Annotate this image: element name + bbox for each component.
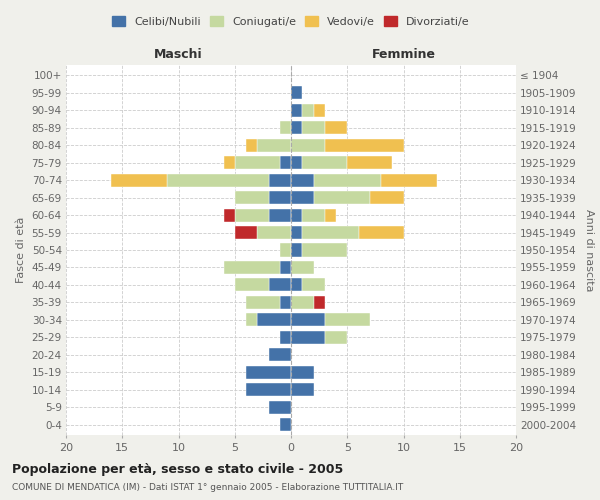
Bar	[291, 138, 325, 152]
Bar	[246, 296, 280, 309]
Bar	[291, 330, 325, 344]
Bar	[223, 156, 235, 170]
Bar	[167, 174, 269, 186]
Bar	[291, 261, 314, 274]
Bar	[269, 348, 291, 362]
Bar	[269, 174, 291, 186]
Bar	[280, 261, 291, 274]
Bar	[269, 400, 291, 413]
Bar	[280, 156, 291, 170]
Bar	[269, 278, 291, 291]
Bar	[325, 330, 347, 344]
Bar	[291, 122, 302, 134]
Bar	[280, 296, 291, 309]
Bar	[325, 138, 404, 152]
Bar	[291, 226, 302, 239]
Bar	[291, 191, 314, 204]
Bar	[269, 208, 291, 222]
Bar	[291, 314, 325, 326]
Bar	[291, 366, 314, 378]
Bar	[280, 418, 291, 431]
Bar	[381, 174, 437, 186]
Bar	[302, 104, 314, 117]
Bar	[291, 208, 302, 222]
Bar	[269, 191, 291, 204]
Bar	[291, 156, 302, 170]
Bar	[235, 226, 257, 239]
Bar	[111, 174, 167, 186]
Bar	[223, 261, 280, 274]
Text: Femmine: Femmine	[371, 48, 436, 62]
Bar	[314, 174, 381, 186]
Bar	[235, 156, 280, 170]
Bar	[280, 122, 291, 134]
Bar	[302, 122, 325, 134]
Legend: Celibi/Nubili, Coniugati/e, Vedovi/e, Divorziati/e: Celibi/Nubili, Coniugati/e, Vedovi/e, Di…	[108, 12, 474, 31]
Bar	[246, 138, 257, 152]
Bar	[314, 296, 325, 309]
Bar	[370, 191, 404, 204]
Bar	[291, 383, 314, 396]
Bar	[257, 314, 291, 326]
Y-axis label: Anni di nascita: Anni di nascita	[584, 209, 593, 291]
Bar	[291, 296, 314, 309]
Bar	[246, 383, 291, 396]
Bar	[325, 208, 336, 222]
Text: Maschi: Maschi	[154, 48, 203, 62]
Bar	[257, 226, 291, 239]
Bar	[314, 104, 325, 117]
Bar	[359, 226, 404, 239]
Bar	[280, 244, 291, 256]
Bar	[302, 156, 347, 170]
Bar	[347, 156, 392, 170]
Bar	[291, 104, 302, 117]
Bar	[235, 191, 269, 204]
Bar	[302, 244, 347, 256]
Bar	[223, 208, 235, 222]
Bar	[246, 366, 291, 378]
Bar	[235, 278, 269, 291]
Bar	[314, 191, 370, 204]
Bar	[302, 226, 359, 239]
Bar	[246, 314, 257, 326]
Y-axis label: Fasce di età: Fasce di età	[16, 217, 26, 283]
Bar	[325, 122, 347, 134]
Bar	[280, 330, 291, 344]
Bar	[235, 208, 269, 222]
Bar	[291, 86, 302, 100]
Text: Popolazione per età, sesso e stato civile - 2005: Popolazione per età, sesso e stato civil…	[12, 462, 343, 475]
Bar	[302, 278, 325, 291]
Bar	[291, 244, 302, 256]
Bar	[291, 174, 314, 186]
Bar	[302, 208, 325, 222]
Bar	[257, 138, 291, 152]
Bar	[325, 314, 370, 326]
Bar	[291, 278, 302, 291]
Text: COMUNE DI MENDATICA (IM) - Dati ISTAT 1° gennaio 2005 - Elaborazione TUTTITALIA.: COMUNE DI MENDATICA (IM) - Dati ISTAT 1°…	[12, 484, 403, 492]
